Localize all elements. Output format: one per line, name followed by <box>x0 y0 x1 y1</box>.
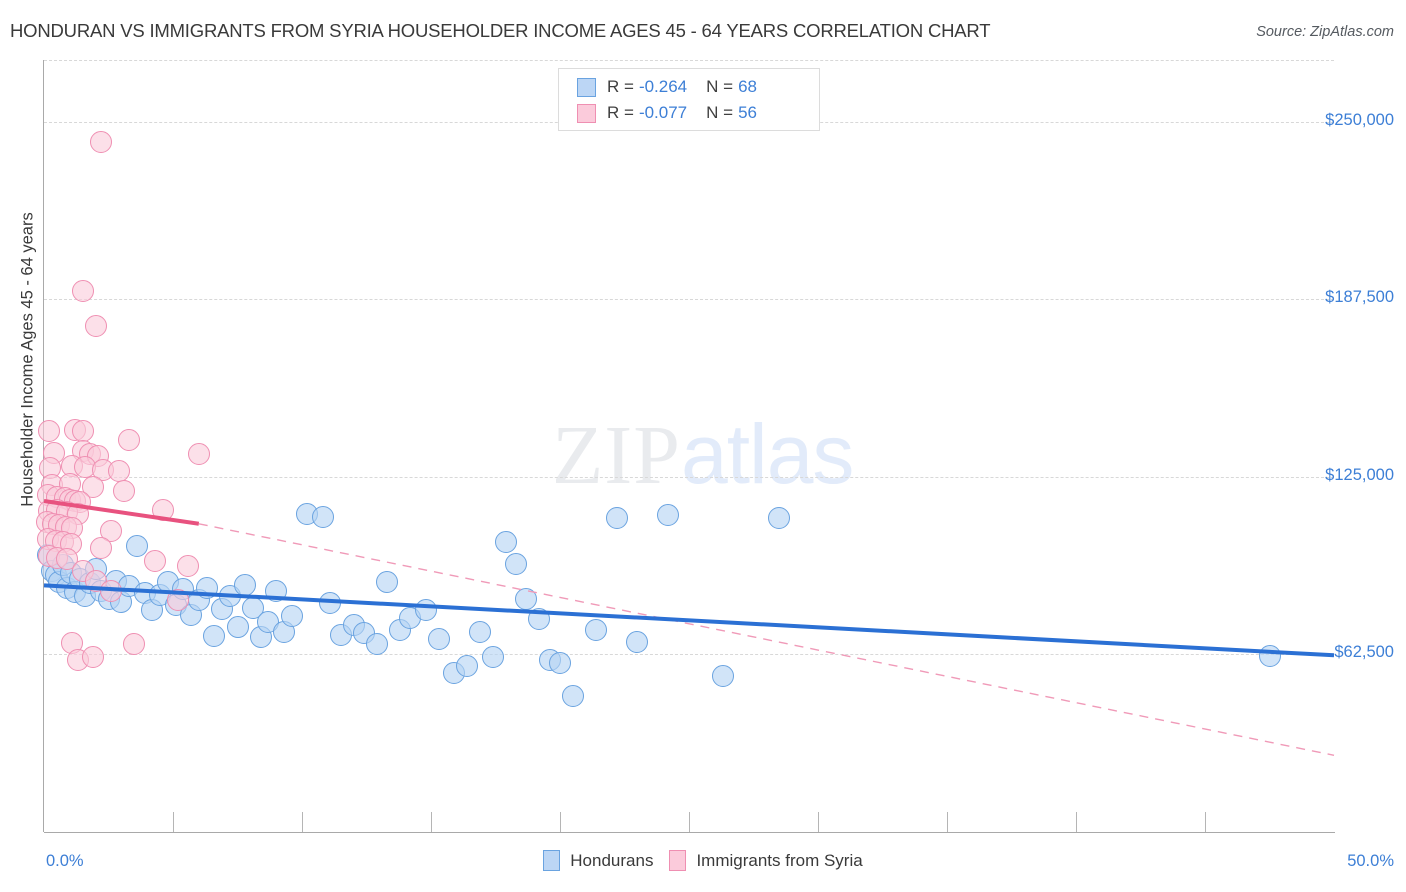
data-point[interactable] <box>311 505 334 528</box>
data-point[interactable] <box>84 315 107 338</box>
data-point[interactable] <box>187 443 210 466</box>
data-point[interactable] <box>549 651 571 674</box>
data-point[interactable] <box>151 498 174 521</box>
data-point[interactable] <box>125 535 148 558</box>
y-tick-label: $125,000 <box>1325 465 1394 484</box>
x-tick <box>947 812 948 832</box>
data-point[interactable] <box>82 475 105 498</box>
x-tick <box>560 812 561 832</box>
data-point[interactable] <box>427 627 450 650</box>
y-tick-label: $187,500 <box>1325 288 1394 307</box>
legend-r-label-syria: R = <box>607 103 634 122</box>
legend-r-value-syria: -0.077 <box>638 103 688 122</box>
data-point[interactable] <box>605 507 628 530</box>
series-legend-swatch-syria <box>669 850 687 871</box>
series-legend-label-syria: Immigrants from Syria <box>696 850 863 870</box>
x-tick <box>1076 812 1077 832</box>
gridline <box>44 299 1334 301</box>
data-point[interactable] <box>143 549 166 572</box>
gridline-top <box>44 60 1334 61</box>
legend-n-value-hondurans: 68 <box>738 77 757 96</box>
x-axis-line <box>44 832 1335 833</box>
series-legend-item-hondurans[interactable]: Hondurans <box>543 850 653 871</box>
gridline <box>44 476 1334 478</box>
legend-n-value-syria: 56 <box>738 103 757 122</box>
legend-row-hondurans: R = -0.264 N = 68 <box>577 74 757 100</box>
data-point[interactable] <box>585 619 608 642</box>
x-tick <box>1205 812 1206 832</box>
data-point[interactable] <box>505 552 528 575</box>
data-point[interactable] <box>177 555 200 578</box>
y-axis-title: Householder Income Ages 45 - 64 years <box>18 212 37 507</box>
data-point[interactable] <box>1258 644 1281 667</box>
series-legend-label-hondurans: Hondurans <box>570 850 654 870</box>
legend-row-syria: R = -0.077 N = 56 <box>577 100 757 126</box>
data-point[interactable] <box>38 420 61 443</box>
page-title: HONDURAN VS IMMIGRANTS FROM SYRIA HOUSEH… <box>10 20 991 41</box>
data-point[interactable] <box>515 588 538 611</box>
plot-area <box>35 60 1334 832</box>
x-tick-label-max: 50.0% <box>1347 852 1394 870</box>
data-point[interactable] <box>657 504 680 527</box>
legend-r-label-hondurans: R = <box>607 77 634 96</box>
data-point[interactable] <box>319 592 342 615</box>
data-point[interactable] <box>456 654 479 677</box>
data-point[interactable] <box>82 646 105 669</box>
data-point[interactable] <box>626 630 649 653</box>
data-point[interactable] <box>414 599 437 622</box>
data-point[interactable] <box>123 633 146 656</box>
data-point[interactable] <box>89 536 112 559</box>
data-point[interactable] <box>107 460 130 483</box>
legend-swatch-syria <box>577 103 596 123</box>
x-tick-label-min: 0.0% <box>46 852 84 870</box>
y-tick-label: $250,000 <box>1325 110 1394 129</box>
data-point[interactable] <box>100 579 123 602</box>
data-point[interactable] <box>71 420 94 443</box>
data-point[interactable] <box>481 646 504 669</box>
data-point[interactable] <box>265 579 288 602</box>
data-point[interactable] <box>226 616 249 639</box>
data-point[interactable] <box>112 480 135 503</box>
series-legend-item-syria[interactable]: Immigrants from Syria <box>669 850 863 871</box>
x-tick <box>431 812 432 832</box>
legend-r-value-hondurans: -0.264 <box>638 77 688 96</box>
data-point[interactable] <box>280 605 303 628</box>
data-point[interactable] <box>203 624 226 647</box>
data-point[interactable] <box>561 684 584 707</box>
data-point[interactable] <box>71 279 94 302</box>
series-legend-swatch-hondurans <box>543 850 561 871</box>
x-tick <box>689 812 690 832</box>
y-axis-line <box>43 60 44 832</box>
data-point[interactable] <box>89 130 112 153</box>
legend-n-label-syria: N = <box>706 103 734 122</box>
x-tick <box>173 812 174 832</box>
data-point[interactable] <box>768 507 791 530</box>
data-point[interactable] <box>195 576 218 599</box>
y-tick-label: $62,500 <box>1334 643 1394 662</box>
data-point[interactable] <box>528 607 551 630</box>
data-point[interactable] <box>118 428 141 451</box>
source-attribution: Source: ZipAtlas.com <box>1256 24 1394 40</box>
correlation-legend: R = -0.264 N = 68 R = -0.077 N = 56 <box>558 68 820 131</box>
legend-n-label-hondurans: N = <box>706 77 734 96</box>
data-point[interactable] <box>376 570 399 593</box>
series-legend: Hondurans Immigrants from Syria <box>0 850 1406 871</box>
x-tick <box>302 812 303 832</box>
data-point[interactable] <box>234 573 257 596</box>
data-point[interactable] <box>469 620 492 643</box>
data-point[interactable] <box>711 664 734 687</box>
data-point[interactable] <box>494 531 517 554</box>
legend-swatch-hondurans <box>577 77 596 97</box>
x-tick <box>818 812 819 832</box>
data-point[interactable] <box>365 633 388 656</box>
